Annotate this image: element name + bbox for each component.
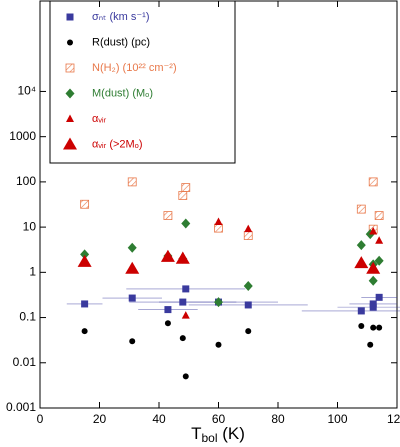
marker-hatched-square (368, 177, 378, 187)
marker-hatched-square (163, 211, 173, 220)
marker-large-triangle (77, 254, 92, 267)
marker-large-triangle (366, 261, 381, 274)
marker-circle (370, 324, 377, 331)
marker-circle (215, 341, 222, 348)
y-tick-label: 1000 (9, 129, 36, 143)
marker-triangle (66, 114, 74, 122)
y-tick-label: 0.001 (6, 400, 36, 414)
marker-hatched-square (178, 191, 188, 200)
marker-diamond (181, 218, 191, 229)
x-tick-label: 20 (93, 412, 107, 426)
legend-label: αᵥᵢᵣ (>2Mₒ) (92, 138, 143, 150)
marker-circle (376, 324, 383, 331)
marker-hatched-square (65, 63, 75, 73)
marker-square (128, 294, 136, 302)
marker-triangle (181, 311, 190, 319)
x-tick-label: 40 (152, 412, 166, 426)
marker-circle (245, 328, 252, 335)
marker-triangle (214, 217, 223, 225)
marker-hatched-square (243, 231, 253, 240)
marker-diamond (65, 88, 75, 99)
marker-circle (179, 335, 186, 342)
marker-diamond (80, 249, 90, 260)
marker-circle (164, 320, 171, 327)
marker-diamond (374, 255, 384, 266)
x-tick-label: 100 (327, 412, 347, 426)
marker-square (369, 300, 377, 308)
marker-triangle (244, 224, 253, 233)
y-tick-label: 10 (23, 219, 37, 233)
x-tick-label: 0 (37, 412, 44, 426)
marker-diamond (127, 242, 137, 253)
marker-square (375, 293, 383, 301)
marker-large-triangle (354, 256, 369, 269)
marker-hatched-square (374, 211, 384, 220)
marker-circle (67, 39, 73, 46)
legend-box (49, 0, 236, 164)
marker-diamond (243, 280, 253, 291)
legend-label: σₙₜ (km s⁻¹) (92, 11, 150, 23)
marker-square (81, 300, 89, 308)
marker-circle (358, 323, 365, 330)
x-tick-label: 80 (271, 412, 285, 426)
marker-circle (182, 373, 189, 380)
marker-square (357, 307, 365, 315)
x-tick-label: 60 (212, 412, 226, 426)
x-axis-label: Tbol (K) (191, 424, 245, 445)
marker-diamond (214, 297, 223, 308)
marker-hatched-square (127, 177, 137, 187)
marker-circle (81, 328, 88, 335)
legend-label: N(H₂) (10²² cm⁻²) (92, 62, 177, 74)
y-tick-label: 10⁴ (17, 84, 36, 98)
legend-label: αᵥᵢᵣ (92, 113, 107, 125)
marker-diamond (368, 275, 378, 286)
y-tick-label: 0.01 (13, 355, 37, 369)
marker-large-triangle (175, 251, 190, 264)
legend-label: M(dust) (Mₒ) (92, 87, 153, 99)
y-tick-label: 100 (16, 174, 36, 188)
marker-large-triangle (63, 137, 77, 150)
marker-large-triangle (125, 261, 140, 274)
marker-circle (367, 341, 374, 348)
marker-hatched-square (80, 199, 90, 209)
marker-diamond (356, 240, 366, 251)
marker-triangle (369, 226, 378, 235)
marker-square (66, 13, 74, 21)
y-tick-label: 1 (29, 265, 36, 279)
marker-hatched-square (356, 204, 366, 214)
marker-hatched-square (214, 223, 223, 233)
marker-square (244, 301, 252, 309)
marker-large-triangle (160, 249, 175, 262)
marker-square (182, 285, 190, 293)
marker-hatched-square (181, 183, 191, 192)
x-tick-label: 120 (387, 412, 400, 426)
marker-circle (129, 338, 136, 345)
y-tick-label: 0.1 (19, 310, 36, 324)
marker-triangle (375, 236, 384, 244)
marker-square (164, 306, 172, 314)
legend-label: R(dust) (pc) (92, 36, 150, 48)
